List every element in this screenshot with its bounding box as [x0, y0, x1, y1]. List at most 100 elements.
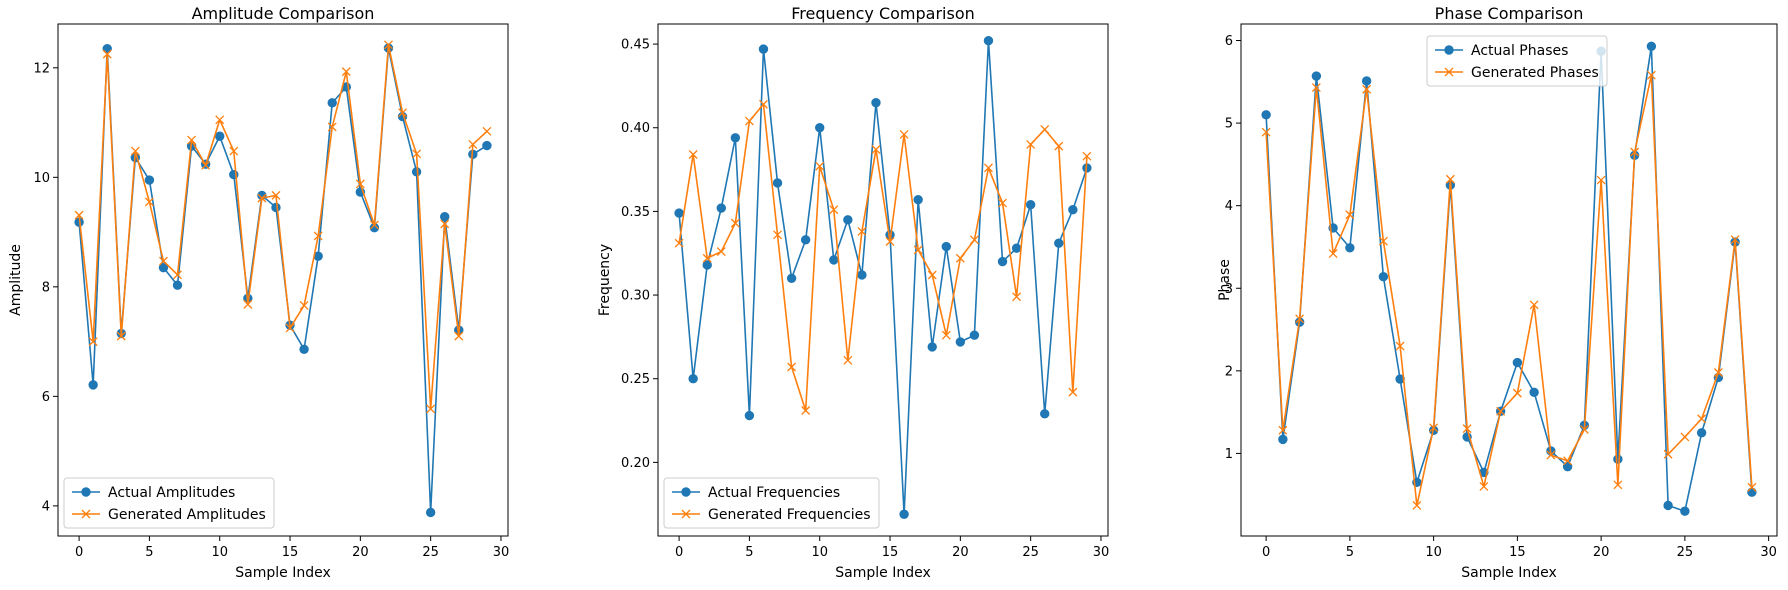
y-tick-label: 0.20: [621, 456, 650, 471]
y-axis-label: Amplitude: [8, 244, 24, 316]
data-point-circle: [1025, 200, 1036, 210]
data-point-x: [716, 247, 726, 257]
data-point-x: [1663, 449, 1673, 459]
panel-amplitude: Amplitude Comparison Sample Index Amplit…: [8, 4, 509, 581]
data-point-x: [885, 237, 895, 246]
data-point-x: [1479, 481, 1489, 491]
data-point-x: [201, 160, 211, 170]
data-point-circle: [1054, 238, 1064, 248]
data-point-x: [384, 40, 393, 50]
data-point-circle: [1663, 500, 1673, 511]
legend-marker-circle: [1444, 45, 1454, 55]
panel-phase: Phase Comparison Sample Index Phase 0 5 10…: [1217, 4, 1778, 581]
data-point-circle: [983, 36, 994, 46]
data-point-x: [1563, 456, 1573, 466]
data-point-x: [271, 190, 281, 200]
legend-box: [663, 477, 880, 529]
data-point-x: [1328, 249, 1338, 259]
data-point-circle: [1068, 205, 1078, 215]
plot-area: [674, 36, 1092, 519]
legend-box: [63, 477, 275, 529]
legend: Actual Phases Generated Phases: [1426, 35, 1608, 87]
x-tick-label: 15: [882, 545, 899, 560]
series-line: [678, 39, 1088, 516]
y-tick-label: 1: [1225, 447, 1233, 462]
legend-entry: Generated Frequencies: [672, 507, 871, 523]
data-point-circle: [772, 178, 783, 188]
data-point-x: [440, 219, 450, 229]
data-point-x: [412, 149, 422, 159]
data-point-x: [229, 146, 239, 156]
data-point-x: [1082, 151, 1092, 161]
data-point-circle: [1613, 454, 1623, 464]
data-point-circle: [1040, 409, 1050, 419]
data-point-x: [941, 330, 951, 340]
y-tick-label: 2: [1225, 364, 1233, 379]
data-point-circle: [955, 337, 966, 347]
data-point-x: [1697, 414, 1707, 424]
data-point-circle: [815, 123, 825, 133]
legend-marker-x: [681, 509, 691, 519]
data-point-circle: [215, 131, 225, 141]
data-point-x: [899, 129, 909, 139]
data-point-x: [955, 253, 965, 263]
data-point-circle: [913, 194, 923, 205]
data-point-circle: [1278, 434, 1288, 445]
x-tick-label: 5: [1346, 545, 1354, 560]
data-point-x: [1378, 236, 1388, 246]
data-point-circle: [440, 212, 450, 222]
data-point-x: [313, 231, 323, 241]
legend-marker-x: [81, 509, 91, 519]
legend-entry: Actual Phases: [1435, 43, 1568, 59]
plot-area: [1261, 41, 1757, 516]
data-point-x: [815, 161, 825, 171]
data-point-x: [1054, 141, 1064, 151]
y-tick-label: 4: [42, 499, 50, 514]
x-axis-label: Sample Index: [235, 565, 330, 581]
data-point-x: [454, 331, 464, 341]
data-point-circle: [1680, 506, 1690, 516]
y-tick-label: 5: [1225, 117, 1233, 132]
y-tick-label: 0.35: [621, 205, 650, 220]
legend-entry: Generated Phases: [1435, 65, 1599, 81]
legend-label: Generated Frequencies: [708, 507, 871, 523]
y-tick-label: 6: [1225, 34, 1233, 49]
plot-area: [74, 40, 492, 518]
data-point-x: [1680, 432, 1690, 442]
data-point-x: [341, 67, 351, 77]
data-point-x: [913, 245, 923, 255]
data-point-circle: [102, 43, 112, 54]
data-point-circle: [1311, 71, 1322, 81]
data-point-circle: [744, 410, 755, 421]
data-point-circle: [1512, 357, 1523, 368]
data-point-circle: [702, 260, 712, 270]
data-point-circle: [1696, 428, 1707, 438]
data-point-circle: [758, 44, 769, 54]
data-point-x: [674, 238, 684, 248]
legend-box: [1426, 35, 1608, 87]
data-point-circle: [1011, 243, 1022, 253]
data-point-x: [1529, 300, 1539, 310]
data-point-x: [74, 210, 84, 220]
data-point-circle: [1378, 271, 1389, 282]
data-point-circle: [1529, 387, 1539, 398]
x-tick-label: 5: [745, 545, 753, 560]
series-actual: [1261, 41, 1757, 516]
data-point-circle: [144, 175, 155, 185]
axis-frame: [1240, 23, 1778, 537]
x-tick-label: 30: [493, 545, 510, 560]
data-point-x: [1429, 423, 1439, 433]
data-point-circle: [899, 509, 909, 519]
data-point-x: [1362, 84, 1372, 94]
legend-label: Generated Amplitudes: [108, 507, 266, 523]
x-tick-label: 0: [1262, 545, 1270, 560]
y-tick-label: 12: [33, 61, 50, 76]
data-point-circle: [927, 342, 937, 352]
chart-title: Frequency Comparison: [791, 4, 975, 23]
x-tick-label: 15: [1509, 545, 1526, 560]
data-point-x: [369, 220, 379, 230]
legend-label: Generated Phases: [1471, 65, 1599, 81]
data-point-circle: [158, 262, 169, 273]
data-point-x: [1730, 235, 1740, 244]
legend-label: Actual Phases: [1471, 43, 1568, 59]
